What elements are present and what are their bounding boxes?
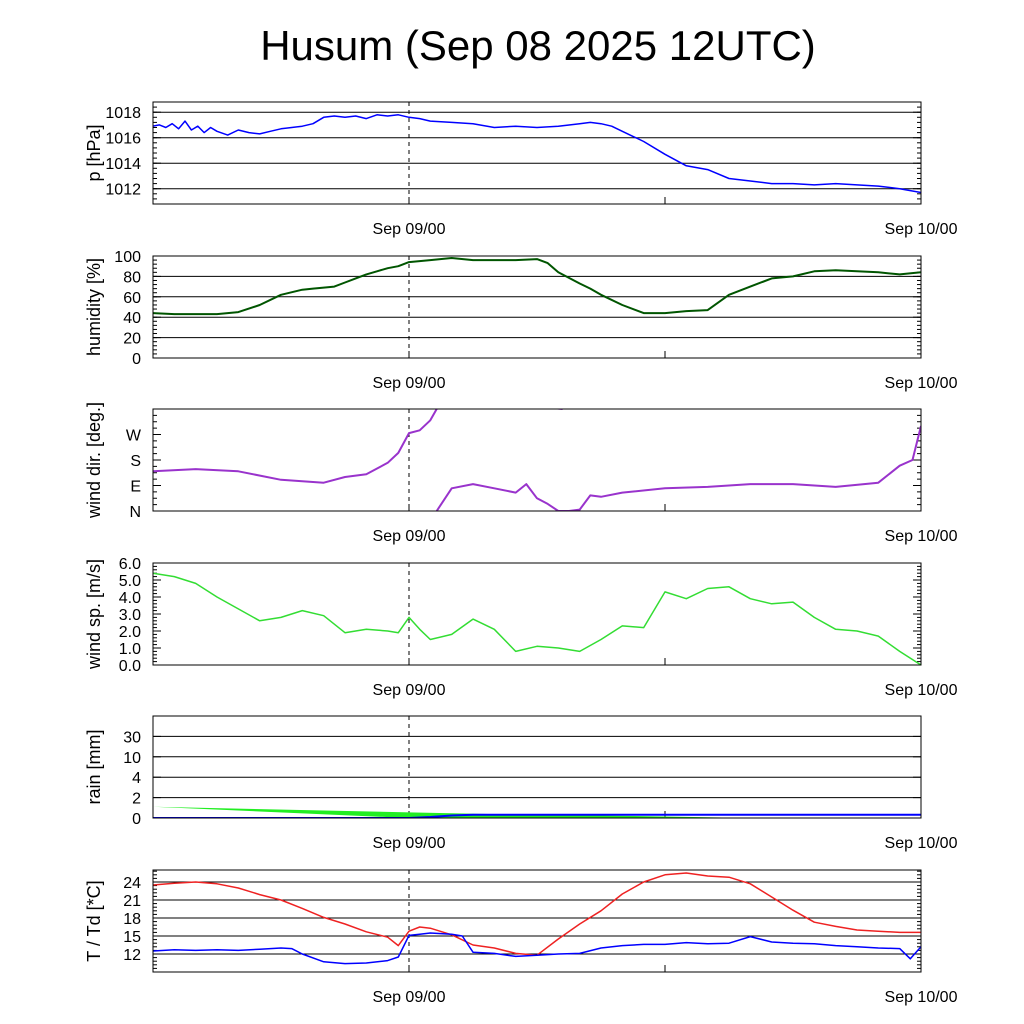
series-line-0: [153, 409, 438, 484]
y-tick-label: N: [129, 504, 141, 521]
x-tick-label: Sep 10/00: [885, 989, 958, 1006]
y-tick-label: 80: [123, 269, 141, 286]
x-tick-label: Sep 10/00: [885, 682, 958, 699]
y-tick-label: 1.0: [119, 641, 141, 658]
y-axis-label: humidity [%]: [84, 258, 104, 356]
plot-frame: [152, 869, 922, 973]
panel-rain: 0 2 4 10 30 Sep 09/00 Sep 10/00 rain [mm]: [84, 715, 958, 852]
x-tick-label: Sep 10/00: [885, 375, 958, 392]
y-axis-label: rain [mm]: [84, 729, 104, 804]
y-axis-label: p [hPa]: [84, 124, 104, 181]
y-tick-label: 60: [123, 290, 141, 307]
plot-frame: [152, 408, 922, 512]
x-tick-label: Sep 09/00: [373, 528, 446, 545]
series-line-0: [153, 114, 921, 194]
series-group: [153, 114, 921, 194]
y-tick-label: 40: [123, 310, 141, 327]
plot-frame: [152, 562, 922, 666]
x-tick-label: Sep 09/00: [373, 835, 446, 852]
series-group: [153, 409, 921, 511]
x-tick-label: Sep 09/00: [373, 375, 446, 392]
y-tick-label: 18: [123, 911, 141, 928]
y-tick-label: W: [126, 428, 142, 445]
series-group: [153, 806, 921, 818]
y-tick-label: 100: [114, 249, 141, 266]
y-tick-label: 12: [123, 947, 141, 964]
y-tick-label: 21: [123, 893, 141, 910]
plot-frame: [152, 715, 922, 819]
y-tick-label: 20: [123, 331, 141, 348]
panel-humidity: 0 20 40 60 80 100 Sep 09/00 Sep 10/00 humidity […: [84, 249, 958, 392]
series-line-0: [153, 872, 921, 956]
y-axis-label: T / Td [*C]: [84, 880, 104, 961]
y-tick-label: 30: [123, 729, 141, 746]
series-line-0: [153, 257, 921, 316]
panel-pressure: 1012 1014 1016 1018 Sep 09/00 Sep 10/00 p [hPa…: [84, 101, 958, 238]
plot-frame: [152, 101, 922, 205]
y-tick-label: 4.0: [119, 590, 141, 607]
y-tick-label: 0: [132, 811, 141, 828]
y-tick-label: 2: [132, 791, 141, 808]
panel-wind-speed: 0.01.02.03.04.05.06.0 Sep 09/00 Sep 10/00 w…: [84, 556, 958, 699]
y-tick-label: 5.0: [119, 573, 141, 590]
y-tick-label: 15: [123, 929, 141, 946]
series-line-2: [435, 425, 921, 511]
y-tick-label: 6.0: [119, 556, 141, 573]
y-tick-label: 1016: [105, 131, 141, 148]
x-tick-label: Sep 09/00: [373, 989, 446, 1006]
series-line-1: [153, 932, 921, 965]
series-group: [153, 872, 921, 965]
y-tick-label: 1014: [105, 156, 141, 173]
x-tick-label: Sep 09/00: [373, 682, 446, 699]
y-tick-label: S: [130, 453, 141, 470]
page-title: Husum (Sep 08 2025 12UTC): [260, 22, 816, 69]
y-tick-label: 0.0: [119, 658, 141, 675]
series-group: [153, 572, 921, 665]
y-tick-label: E: [130, 479, 141, 496]
x-tick-label: Sep 09/00: [373, 221, 446, 238]
y-tick-label: 1018: [105, 105, 141, 122]
x-tick-label: Sep 10/00: [885, 528, 958, 545]
series-group: [153, 257, 921, 316]
x-tick-label: Sep 10/00: [885, 835, 958, 852]
series-line-1: [153, 813, 921, 818]
y-axis-label: wind dir. [deg.]: [84, 402, 104, 519]
x-tick-label: Sep 10/00: [885, 221, 958, 238]
y-tick-label: 1012: [105, 182, 141, 199]
y-tick-label: 2.0: [119, 624, 141, 641]
y-axis-label: wind sp. [m/s]: [84, 559, 104, 670]
y-tick-label: 3.0: [119, 607, 141, 624]
series-line-0: [153, 572, 921, 665]
y-tick-label: 24: [123, 875, 141, 892]
plot-frame: [152, 255, 922, 359]
y-tick-label: 0: [132, 351, 141, 368]
y-tick-label: 10: [123, 750, 141, 767]
y-tick-label: 4: [132, 770, 141, 787]
